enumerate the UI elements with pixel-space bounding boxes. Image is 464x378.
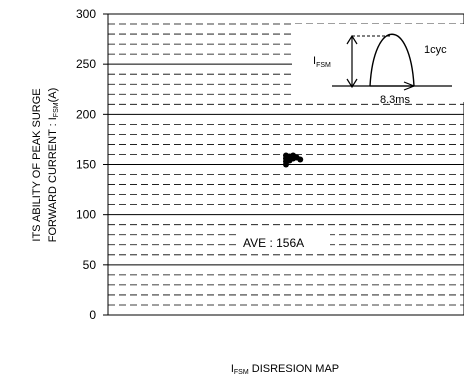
y-tick-label: 250 xyxy=(76,57,96,71)
x-axis-label: IFSM DISRESION MAP xyxy=(231,363,339,376)
average-label: AVE : 156A xyxy=(243,236,304,250)
y-tick-label: 300 xyxy=(76,7,96,21)
data-point xyxy=(297,156,304,163)
major-gridlines xyxy=(108,63,464,266)
inset-amplitude-label: IFSM xyxy=(313,55,331,69)
half-sine-pulse xyxy=(369,33,415,87)
y-axis-label-line1: ITS ABILITY OF PEAK SURGE xyxy=(31,88,43,241)
inset-bg xyxy=(292,24,464,102)
data-points xyxy=(283,152,304,168)
plot-frame xyxy=(107,13,464,316)
y-axis-ticks: 0 50 100 150 200 250 300 xyxy=(76,7,108,322)
average-label-bg xyxy=(236,232,330,252)
y-axis-label-line2: FORWARD CURRENT : IFSM(A) xyxy=(47,88,60,243)
period-label: 8.3ms xyxy=(380,94,410,106)
y-tick-label: 150 xyxy=(76,158,96,172)
y-tick-label: 50 xyxy=(83,258,97,272)
y-tick-label: 0 xyxy=(89,308,96,322)
waveform-inset: IFSM 1cyc 8.3ms xyxy=(292,24,464,106)
y-tick-label: 100 xyxy=(76,208,96,222)
cycle-label: 1cyc xyxy=(424,44,447,56)
period-arrow xyxy=(370,81,416,91)
y-tick-label: 200 xyxy=(76,107,96,121)
